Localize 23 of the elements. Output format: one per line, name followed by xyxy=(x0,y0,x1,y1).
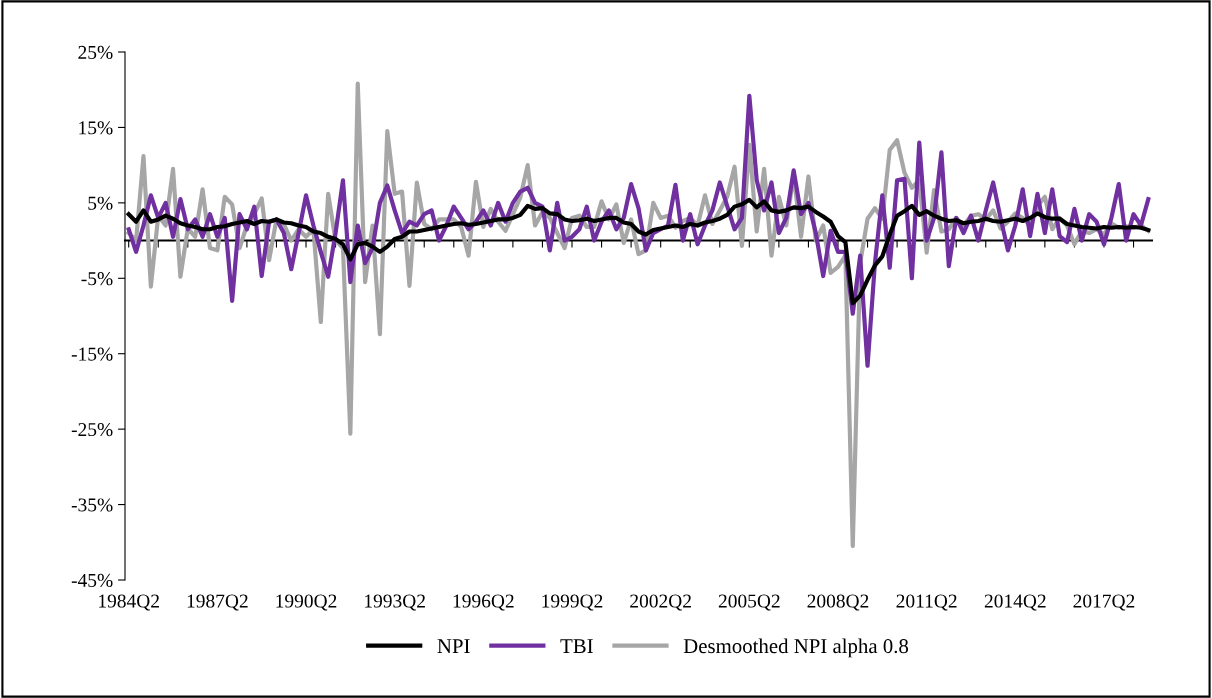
legend-label: Desmoothed NPI alpha 0.8 xyxy=(683,638,909,658)
x-tick-label: 2008Q2 xyxy=(807,594,869,611)
y-tick-label: -15% xyxy=(71,347,113,361)
y-tick-label: 15% xyxy=(79,121,113,135)
x-tick-label: 1984Q2 xyxy=(99,594,159,611)
x-tick-label: 1999Q2 xyxy=(542,594,603,611)
x-tick-label: 2002Q2 xyxy=(630,594,691,611)
y-tick-label: 25% xyxy=(78,45,113,59)
legend-label: TBI xyxy=(560,639,593,653)
y-tick-label: -5% xyxy=(81,272,113,286)
x-tick-label: 1996Q2 xyxy=(453,594,514,611)
x-tick-label: 1990Q2 xyxy=(276,594,337,611)
x-tick-label: 2014Q2 xyxy=(984,594,1046,611)
y-tick-label: -45% xyxy=(71,573,113,587)
x-tick-label: 2011Q2 xyxy=(896,594,957,611)
y-tick-label: 5% xyxy=(88,196,113,210)
x-tick-label: 2017Q2 xyxy=(1073,594,1135,611)
y-tick-label: -35% xyxy=(71,498,113,512)
y-tick-label: -25% xyxy=(71,422,113,437)
legend-label: NPI xyxy=(437,639,470,653)
x-tick-label: 2005Q2 xyxy=(718,594,780,611)
x-tick-label: 1993Q2 xyxy=(365,594,425,611)
x-tick-label: 1987Q2 xyxy=(187,594,248,611)
